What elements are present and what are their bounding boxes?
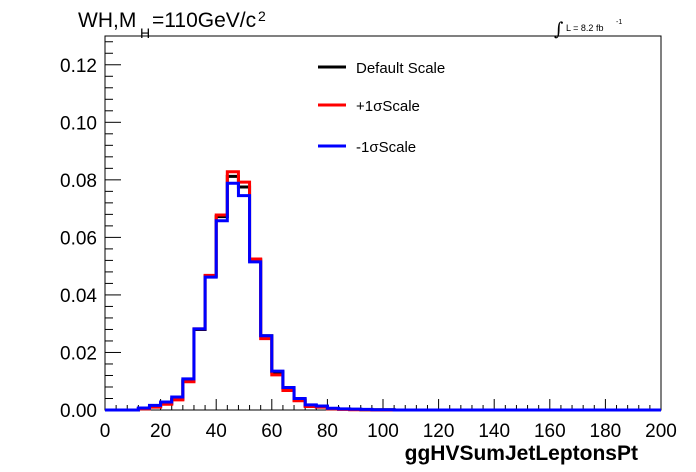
luminosity-label: ∫ L = 8.2 fb -1 [554,19,622,40]
title-prefix: WH,M [78,9,136,32]
x-tick-label: 140 [478,421,510,442]
x-tick-label: 200 [645,421,677,442]
legend-label-minus: -1σScale [356,139,416,156]
x-tick-label: 160 [534,421,566,442]
legend: Default Scale +1σScale -1σScale [318,60,445,156]
series-lines [105,170,661,412]
x-tick-label: 40 [206,421,227,442]
title-superscript: 2 [258,8,266,24]
x-tick-label: 100 [367,421,399,442]
series-line-plus-one-sigma [105,170,661,412]
y-tick-label: 0.04 [60,286,97,307]
legend-label-default: Default Scale [356,60,445,77]
x-tick-label: 120 [423,421,455,442]
y-tick-label: 0.02 [60,343,97,364]
y-tick-label: 0.06 [60,228,97,249]
y-tick-label: 0.12 [60,56,97,77]
x-tick-label: 80 [317,421,338,442]
y-axis-ticks [105,41,121,411]
title-subscript: H [140,25,150,41]
luminosity-exponent: -1 [616,19,622,26]
plot-title: WH,M H =110GeV/c 2 [78,8,266,41]
plot-frame [104,35,662,411]
title-suffix: =110GeV/c [152,9,256,32]
y-tick-label: 0.08 [60,171,97,192]
legend-label-plus: +1σScale [356,98,420,115]
y-tick-label: 0.10 [60,113,97,134]
x-axis-title: ggHVSumJetLeptonsPt [405,442,638,465]
y-tick-labels: 0.00 0.02 0.04 0.06 0.08 0.10 0.12 [60,56,97,422]
x-tick-labels: 0 20 40 60 80 100 120 140 160 180 200 [100,421,677,442]
x-tick-label: 20 [150,421,171,442]
x-tick-label: 60 [261,421,282,442]
series-line-minus-one-sigma [105,181,661,412]
x-tick-label: 180 [590,421,622,442]
series-line-default [105,174,661,412]
integral-symbol: ∫ [554,19,564,40]
x-tick-label: 0 [100,421,111,442]
y-tick-label: 0.00 [60,401,97,422]
luminosity-text: L = 8.2 fb [566,23,603,33]
